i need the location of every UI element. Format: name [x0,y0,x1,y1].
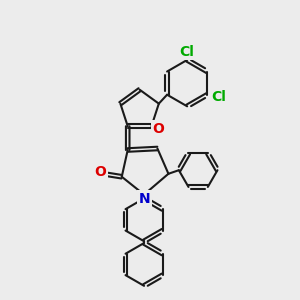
Text: N: N [139,192,151,206]
Text: Cl: Cl [179,45,194,58]
Text: O: O [94,165,106,179]
Text: O: O [152,122,164,136]
Text: Cl: Cl [211,90,226,104]
